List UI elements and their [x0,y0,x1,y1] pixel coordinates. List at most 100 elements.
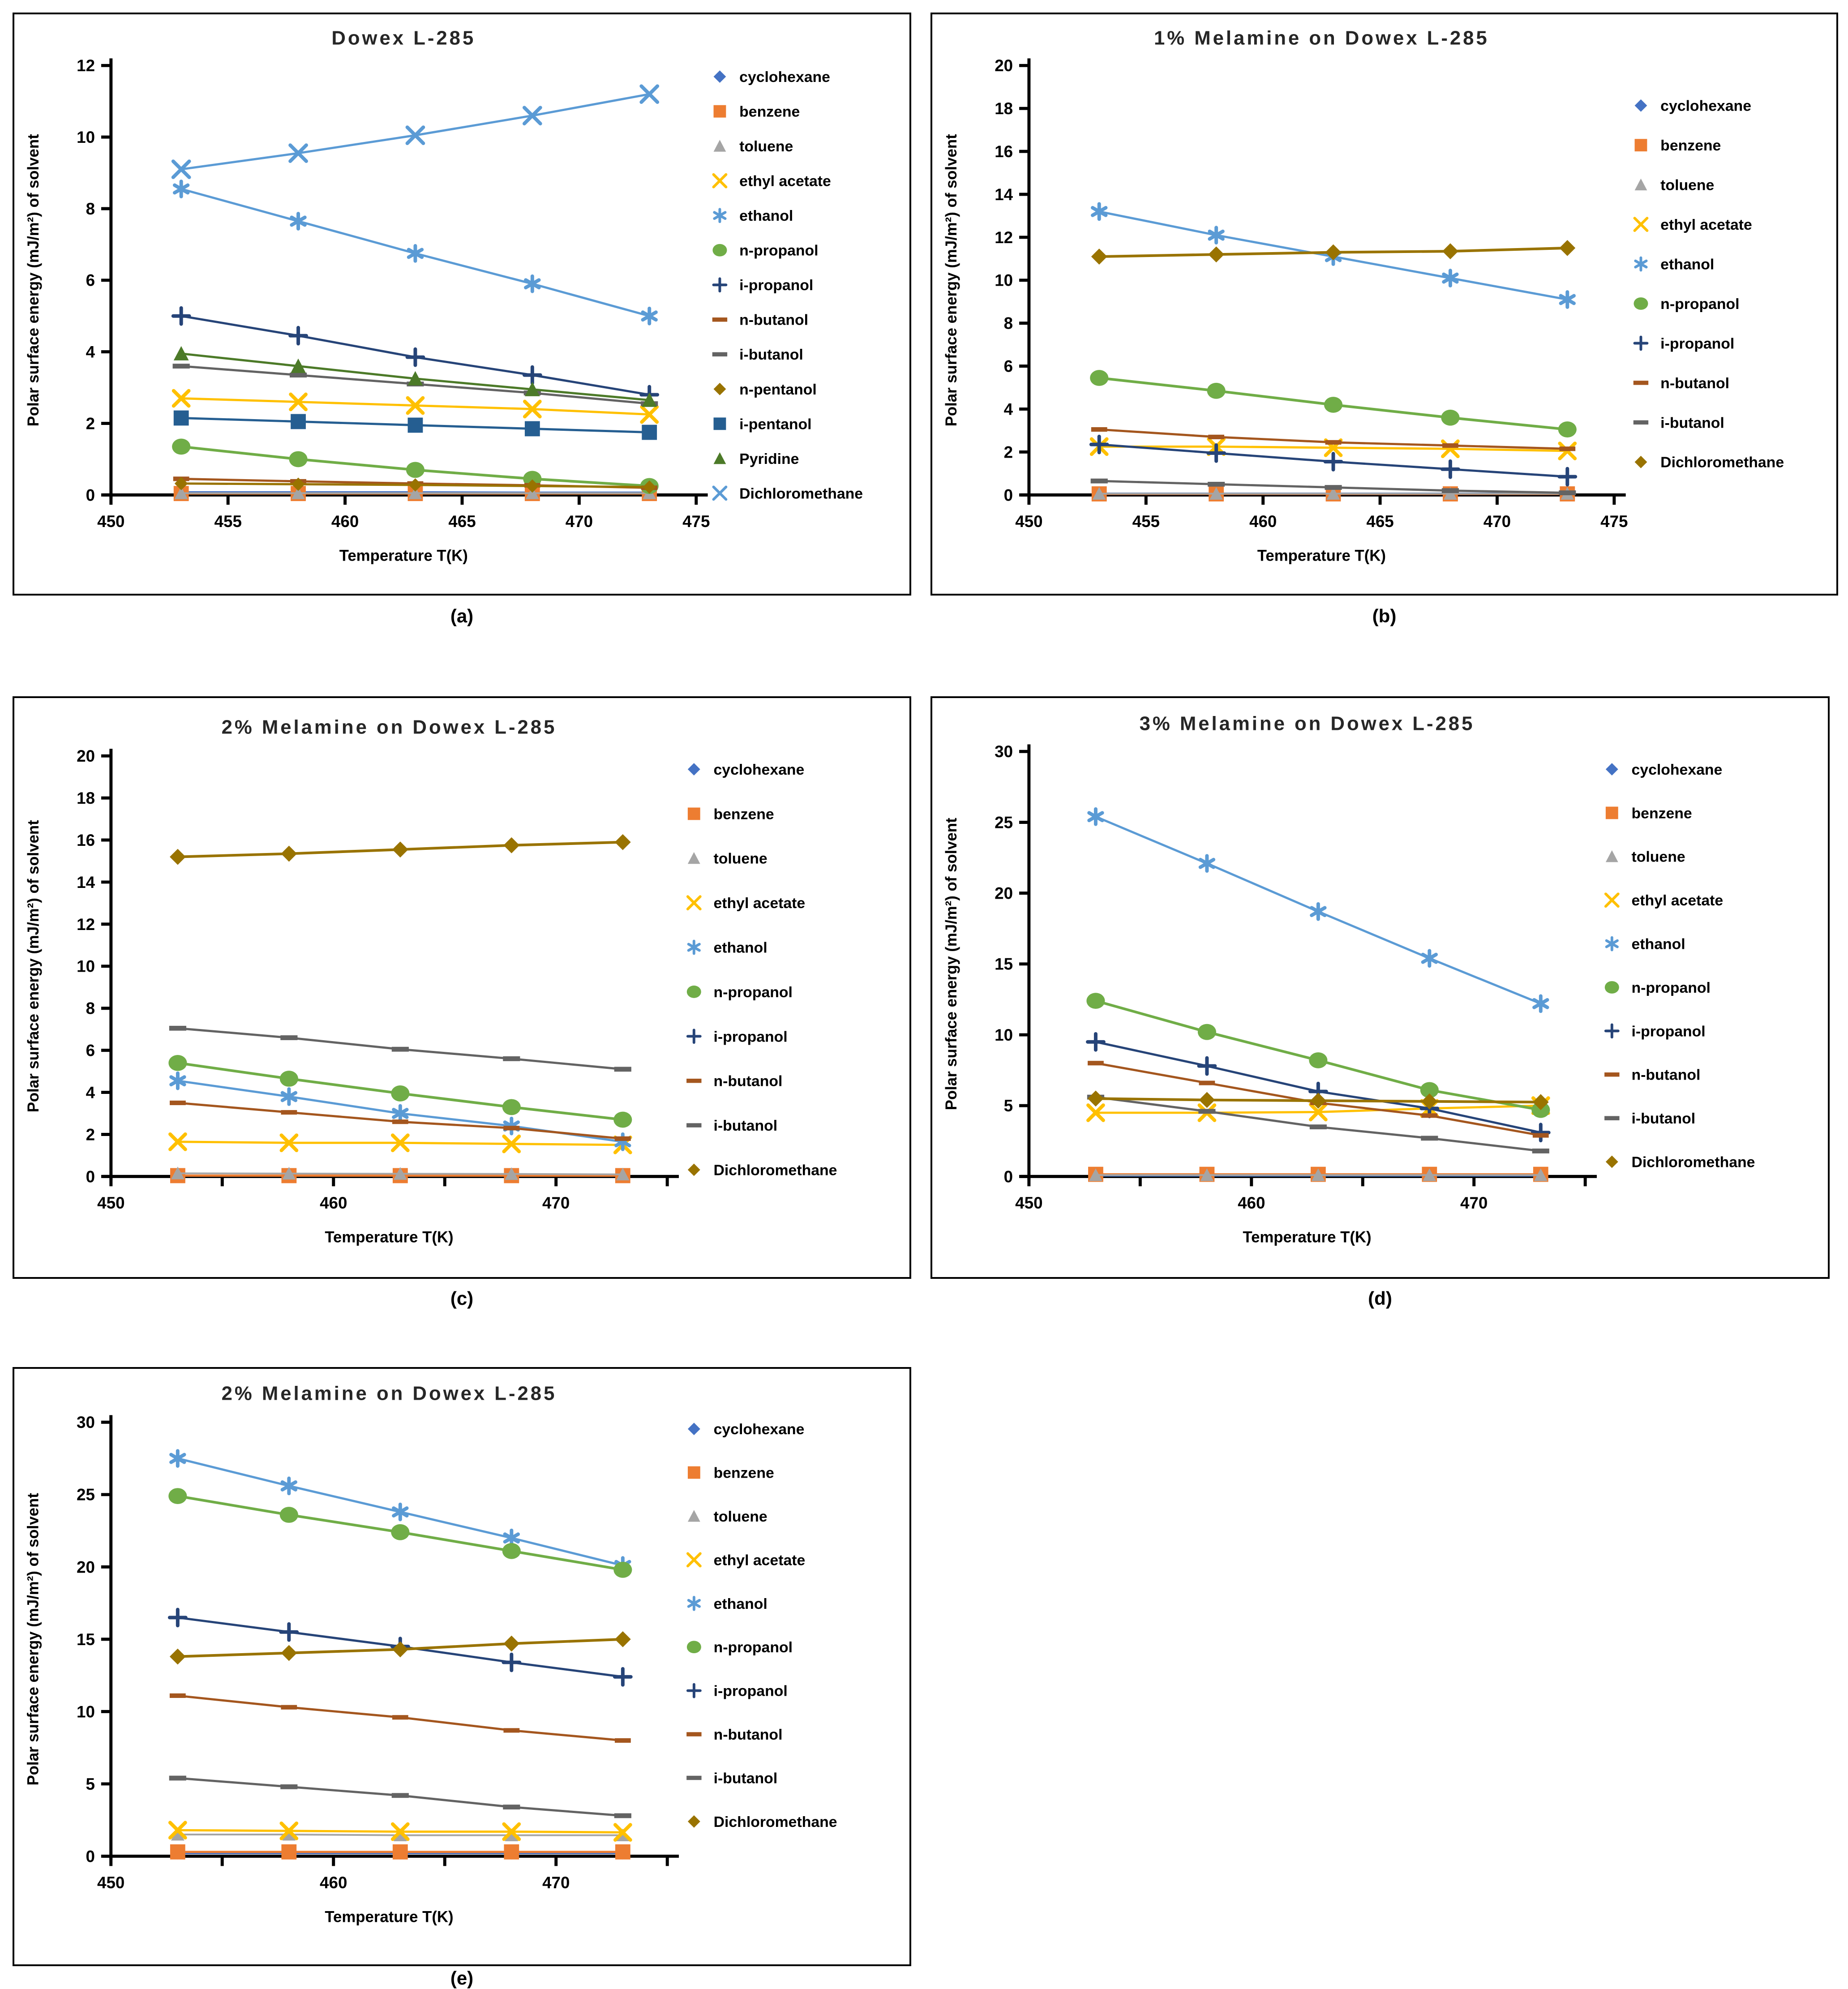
svg-text:benzene: benzene [714,806,774,823]
chart-a-canvas: Dowex L-285 0 2 4 6 8 10 12 450 455 460 465 470 475 cy… [25,27,863,565]
svg-text:n-butanol: n-butanol [714,1726,783,1743]
svg-text:5: 5 [86,1775,94,1793]
chart-panel-c: 2% Melamine on Dowex L-285 0 2 4 6 8 10 12 14 16 1… [13,696,911,1279]
svg-text:toluene: toluene [739,138,793,155]
svg-text:30: 30 [995,742,1013,761]
svg-text:Pyridine: Pyridine [739,450,799,467]
svg-text:14: 14 [995,185,1013,204]
svg-text:8: 8 [86,200,95,218]
svg-text:4: 4 [86,1083,95,1102]
svg-text:toluene: toluene [714,850,767,867]
chart-d-caption: (d) [1368,1288,1392,1309]
svg-text:ethanol: ethanol [1660,256,1714,273]
svg-text:n-propanol: n-propanol [714,984,793,1001]
svg-text:470: 470 [542,1873,570,1892]
chart-panel-e: 2% Melamine on Dowex L-285 0 5 10 15 20 25 30 45… [13,1367,911,1966]
svg-text:25: 25 [995,813,1013,832]
svg-text:0: 0 [1004,1167,1013,1186]
svg-text:ethyl acetate: ethyl acetate [714,1552,806,1569]
chart-d-canvas: 3% Melamine on Dowex L-285 0 5 10 15 20 25 30 45… [943,713,1755,1246]
svg-text:8: 8 [86,999,95,1018]
svg-text:465: 465 [448,512,476,531]
svg-text:12: 12 [995,228,1013,247]
svg-text:Polar surface energy (mJ/m²) o: Polar surface energy (mJ/m²) of solvent [25,820,42,1112]
chart-panel-a: Dowex L-285 0 2 4 6 8 10 12 450 455 460 465 470 475 cy… [13,13,911,596]
svg-text:n-pentanol: n-pentanol [739,381,817,398]
svg-text:cyclohexane: cyclohexane [739,69,830,86]
svg-text:470: 470 [566,512,593,531]
svg-text:i-butanol: i-butanol [1660,414,1724,431]
svg-text:12: 12 [77,915,95,934]
svg-text:6: 6 [1004,357,1013,376]
chart-c-canvas: 2% Melamine on Dowex L-285 0 2 4 6 8 10 12 14 16 1… [25,716,837,1246]
svg-text:n-propanol: n-propanol [1632,979,1711,996]
svg-text:4: 4 [1004,400,1013,418]
svg-text:Temperature T(K): Temperature T(K) [1257,547,1386,564]
svg-text:Dichloromethane: Dichloromethane [1632,1154,1755,1171]
svg-text:Polar surface energy (mJ/m²) o: Polar surface energy (mJ/m²) of solvent [943,134,960,426]
chart-panel-b: 1% Melamine on Dowex L-285 0 2 4 6 8 10 12 14 16 1… [930,13,1838,596]
svg-text:6: 6 [86,1042,95,1060]
svg-text:ethanol: ethanol [714,1595,767,1612]
svg-text:30: 30 [77,1413,95,1432]
svg-text:470: 470 [542,1194,570,1212]
svg-text:20: 20 [77,747,95,765]
svg-text:i-butanol: i-butanol [714,1770,778,1787]
svg-text:n-propanol: n-propanol [1660,296,1739,313]
svg-text:450: 450 [97,1194,124,1212]
svg-text:ethyl acetate: ethyl acetate [739,173,831,190]
svg-text:475: 475 [1600,512,1628,531]
svg-text:460: 460 [320,1873,347,1892]
svg-text:Polar surface energy (mJ/m²) o: Polar surface energy (mJ/m²) of solvent [943,818,960,1110]
svg-text:450: 450 [97,512,124,531]
svg-text:i-propanol: i-propanol [714,1683,788,1700]
svg-text:460: 460 [1238,1194,1265,1212]
svg-text:ethyl acetate: ethyl acetate [714,895,806,912]
svg-text:0: 0 [86,486,95,504]
chart-title: Dowex L-285 [331,27,476,49]
svg-text:455: 455 [1132,512,1160,531]
svg-text:cyclohexane: cyclohexane [1632,761,1723,778]
svg-text:ethanol: ethanol [714,939,767,956]
svg-text:Dichloromethane: Dichloromethane [714,1813,837,1830]
svg-text:ethyl acetate: ethyl acetate [1632,892,1724,909]
svg-text:10: 10 [77,128,95,146]
svg-text:475: 475 [682,512,710,531]
svg-text:18: 18 [995,99,1013,118]
svg-text:toluene: toluene [714,1508,767,1525]
svg-text:Polar surface energy (mJ/m²) o: Polar surface energy (mJ/m²) of solvent [25,1493,42,1786]
svg-text:toluene: toluene [1632,849,1685,866]
chart-title: 1% Melamine on Dowex L-285 [1154,27,1489,49]
chart-a-caption: (a) [450,605,474,626]
svg-text:10: 10 [77,1702,95,1721]
chart-title: 3% Melamine on Dowex L-285 [1140,713,1475,735]
svg-text:n-butanol: n-butanol [739,312,808,329]
svg-text:25: 25 [77,1486,95,1504]
chart-e-caption: (e) [450,1968,474,1989]
chart-c-caption: (c) [450,1288,474,1309]
svg-text:4: 4 [86,343,95,361]
svg-text:470: 470 [1484,512,1511,531]
svg-text:0: 0 [86,1847,94,1865]
svg-text:Dichloromethane: Dichloromethane [1660,454,1784,471]
svg-text:6: 6 [86,271,95,290]
svg-text:cyclohexane: cyclohexane [714,1421,805,1438]
svg-text:15: 15 [77,1630,95,1649]
svg-text:i-propanol: i-propanol [1660,335,1734,352]
svg-text:benzene: benzene [1632,805,1692,822]
svg-text:10: 10 [995,1026,1013,1044]
svg-text:benzene: benzene [739,103,800,120]
svg-text:20: 20 [77,1558,95,1576]
svg-text:470: 470 [1460,1194,1488,1212]
svg-text:ethyl acetate: ethyl acetate [1660,216,1752,233]
svg-text:2: 2 [1004,443,1013,461]
svg-text:460: 460 [1249,512,1277,531]
chart-b-caption: (b) [1372,605,1397,626]
svg-text:i-propanol: i-propanol [714,1028,788,1045]
svg-text:16: 16 [995,142,1013,161]
svg-text:n-butanol: n-butanol [714,1073,783,1090]
svg-text:460: 460 [331,512,359,531]
svg-text:450: 450 [1015,512,1042,531]
svg-text:Dichloromethane: Dichloromethane [714,1162,837,1179]
